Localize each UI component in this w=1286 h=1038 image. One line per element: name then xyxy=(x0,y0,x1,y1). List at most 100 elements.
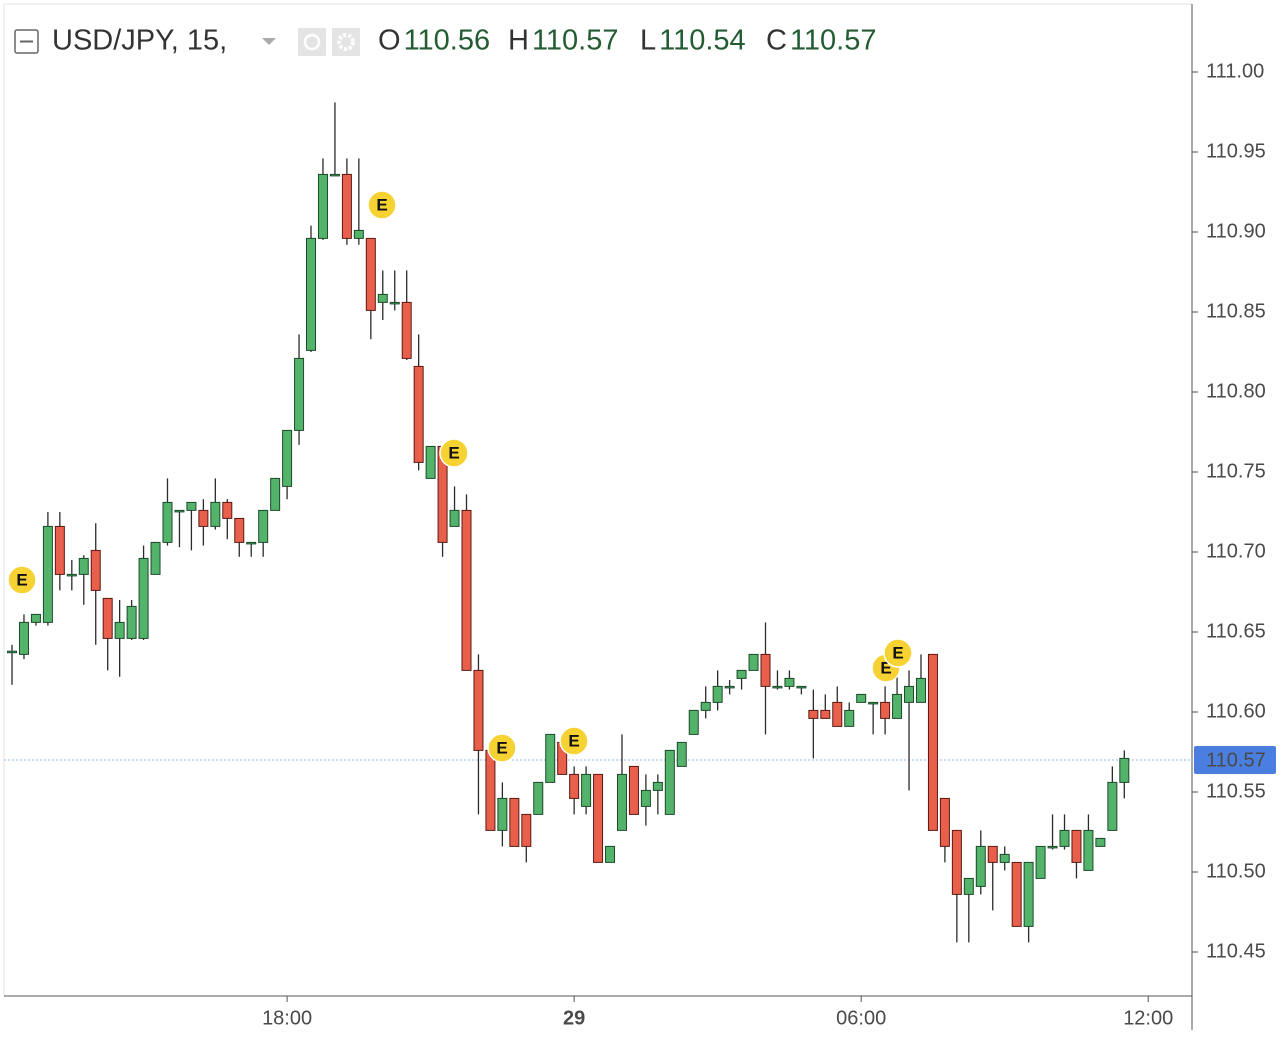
candle-body xyxy=(317,173,328,239)
candle-body xyxy=(377,293,388,303)
candle-body xyxy=(138,557,149,639)
y-tick-label: 110.45 xyxy=(1206,940,1266,962)
y-tick-label: 110.90 xyxy=(1206,220,1266,242)
candle-body xyxy=(210,501,221,527)
event-label: E xyxy=(880,658,891,677)
candle-body xyxy=(425,445,436,479)
candle-body xyxy=(282,429,293,487)
candle-body xyxy=(389,301,400,305)
candle-body xyxy=(1107,781,1118,831)
settings-icon[interactable] xyxy=(332,28,360,56)
symbol-title: USD/JPY, 15, xyxy=(52,25,227,57)
candle-body xyxy=(401,301,412,359)
event-marker xyxy=(487,733,517,763)
y-tick-label: 110.55 xyxy=(1206,780,1266,802)
last-price-box xyxy=(1194,746,1276,774)
candle-body xyxy=(736,669,747,679)
ohlc-key: H xyxy=(508,25,529,57)
candle-body xyxy=(234,517,245,543)
candle-body xyxy=(605,845,616,863)
event-marker xyxy=(883,638,913,668)
dropdown-caret[interactable] xyxy=(262,38,276,45)
candle-body xyxy=(999,853,1010,863)
candle-body xyxy=(258,509,269,543)
ohlc-key: O xyxy=(378,25,401,57)
y-tick-label: 110.50 xyxy=(1206,860,1266,882)
x-tick-label: 18:00 xyxy=(262,1007,312,1029)
candle-body xyxy=(664,749,675,815)
candle-body xyxy=(198,509,209,527)
candle-body xyxy=(616,773,627,831)
collapse-icon[interactable] xyxy=(14,29,39,54)
candle-body xyxy=(784,677,795,687)
candle-body xyxy=(7,650,18,654)
candle-body xyxy=(1023,861,1034,927)
candle-body xyxy=(1047,845,1058,849)
candle-body xyxy=(1035,845,1046,879)
candle-body xyxy=(569,773,580,799)
candle-body xyxy=(652,781,663,791)
candle-body xyxy=(748,653,759,671)
candle-body xyxy=(951,829,962,895)
candle-body xyxy=(270,477,281,511)
candle-body xyxy=(162,501,173,543)
candle-body xyxy=(904,685,915,703)
candle-body xyxy=(844,709,855,727)
candle-body xyxy=(987,845,998,863)
candle-body xyxy=(927,653,938,831)
candle-body xyxy=(246,541,257,545)
candle-body xyxy=(461,509,472,671)
candle-body xyxy=(700,701,711,711)
candle-body xyxy=(126,605,137,639)
candle-body xyxy=(353,229,364,239)
candle-body xyxy=(18,621,29,655)
candle-body xyxy=(365,237,376,311)
event-label: E xyxy=(892,643,903,662)
candle-body xyxy=(473,669,484,751)
x-tick-label: 12:00 xyxy=(1123,1007,1173,1029)
candle-body xyxy=(1011,861,1022,927)
candle-body xyxy=(306,237,317,351)
candle-body xyxy=(915,677,926,703)
event-marker xyxy=(7,565,37,595)
eye-icon[interactable] xyxy=(298,28,326,56)
candle-body xyxy=(880,701,891,719)
candle-body xyxy=(90,549,101,591)
candle-body xyxy=(593,773,604,863)
y-tick-label: 111.00 xyxy=(1206,60,1264,82)
event-label: E xyxy=(568,731,579,750)
candle-body xyxy=(796,685,807,689)
candle-body xyxy=(42,525,53,623)
candle-body xyxy=(509,797,520,847)
candle-body xyxy=(497,797,508,831)
event-label: E xyxy=(376,195,387,214)
eye-icon-glyph xyxy=(303,33,321,51)
candle-body xyxy=(545,733,556,783)
candle-body xyxy=(939,797,950,847)
candle-body xyxy=(449,509,460,527)
candle-body xyxy=(975,845,986,887)
candle-body xyxy=(581,773,592,807)
y-tick-label: 110.95 xyxy=(1206,140,1266,162)
candle-body xyxy=(186,501,197,511)
candle-body xyxy=(820,709,831,719)
event-marker xyxy=(367,190,397,220)
candle-body xyxy=(30,613,41,623)
ohlc-value: 110.57 xyxy=(790,25,877,57)
candle-body xyxy=(1095,837,1106,847)
candle-body xyxy=(856,693,867,703)
y-tick-label: 110.70 xyxy=(1206,540,1266,562)
ohlc-value: 110.54 xyxy=(659,25,746,57)
candle-body xyxy=(329,173,340,177)
y-tick-label: 110.75 xyxy=(1206,460,1266,482)
ohlc-key: C xyxy=(766,25,787,57)
event-marker xyxy=(559,726,589,756)
candle-body xyxy=(174,509,185,513)
candle-body xyxy=(676,741,687,767)
settings-icon-glyph xyxy=(337,33,355,51)
candle-body xyxy=(712,685,723,703)
candle-body xyxy=(808,709,819,719)
ohlc-value: 110.56 xyxy=(404,25,491,57)
candle-body xyxy=(688,709,699,735)
